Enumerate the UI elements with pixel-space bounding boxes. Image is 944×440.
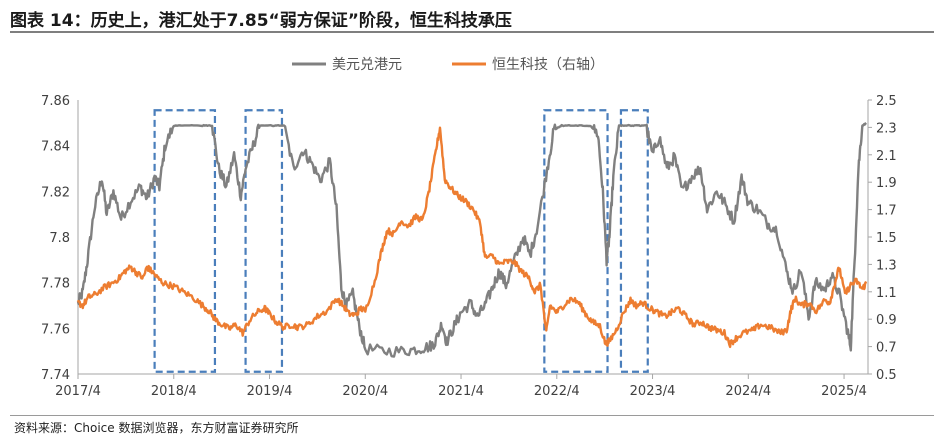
right-y-tick-label: 1.7 (876, 204, 897, 219)
left-y-tick-label: 7.82 (41, 185, 70, 200)
x-tick-label: 2019/4 (247, 384, 293, 399)
x-tick-label: 2022/4 (534, 384, 580, 399)
right-y-tick-label: 2.5 (876, 94, 897, 109)
right-y-tick-label: 1.9 (876, 176, 897, 191)
source-divider (10, 415, 934, 416)
highlight-box (244, 109, 284, 373)
right-y-tick-label: 0.7 (876, 341, 897, 356)
x-tick-label: 2021/4 (438, 384, 484, 399)
chart-title: 图表 14：历史上，港汇处于7.85“弱方保证”阶段，恒生科技承压 (10, 11, 512, 31)
x-tick-label: 2025/4 (821, 384, 867, 399)
highlight-box (543, 109, 609, 373)
x-tick-label: 2023/4 (630, 384, 676, 399)
line-chart: 2017/4 2018/4 2019/4 2020/4 2021/4 2022/4 2023… (41, 57, 897, 399)
series-line (76, 121, 867, 358)
highlight-box (153, 109, 217, 373)
right-y-axis-ticks: 0.5 0.7 0.9 1.1 1.3 1.5 1.7 1.9 2.1 2.3 2.5 (868, 94, 897, 383)
x-tick-label: 2017/4 (55, 384, 101, 399)
highlight-boxes (153, 109, 649, 373)
right-y-tick-label: 0.5 (876, 368, 897, 383)
source-note: 资料来源：Choice 数据浏览器，东方财富证券研究所 (14, 421, 299, 435)
right-y-tick-label: 1.5 (876, 231, 897, 246)
left-y-tick-label: 7.74 (41, 368, 70, 383)
legend: 美元兑港元 恒生科技（右轴） (292, 57, 604, 73)
x-axis-ticks: 2017/4 2018/4 2019/4 2020/4 2021/4 2022/4 2023… (55, 374, 867, 399)
right-y-tick-label: 0.9 (876, 313, 897, 328)
left-y-tick-label: 7.8 (49, 231, 70, 246)
x-tick-label: 2024/4 (725, 384, 771, 399)
left-y-axis-ticks: 7.74 7.76 7.78 7.8 7.82 7.84 7.86 (41, 94, 70, 383)
title-divider (10, 31, 934, 33)
right-y-tick-label: 2.3 (876, 121, 897, 136)
left-y-tick-label: 7.78 (41, 277, 70, 292)
x-tick-label: 2018/4 (151, 384, 197, 399)
series-lines (76, 121, 868, 358)
left-y-tick-label: 7.76 (41, 322, 70, 337)
plot-frame (77, 100, 869, 375)
right-y-tick-label: 1.3 (876, 258, 897, 273)
legend-label-usdhkd: 美元兑港元 (332, 57, 402, 73)
right-y-tick-label: 2.1 (876, 149, 897, 164)
legend-label-hstech: 恒生科技（右轴） (492, 57, 604, 73)
right-y-tick-label: 1.1 (876, 286, 897, 301)
left-y-tick-label: 7.86 (41, 94, 70, 109)
left-y-tick-label: 7.84 (41, 140, 70, 155)
highlight-box (619, 109, 649, 373)
series-line (76, 126, 868, 349)
x-tick-label: 2020/4 (342, 384, 388, 399)
